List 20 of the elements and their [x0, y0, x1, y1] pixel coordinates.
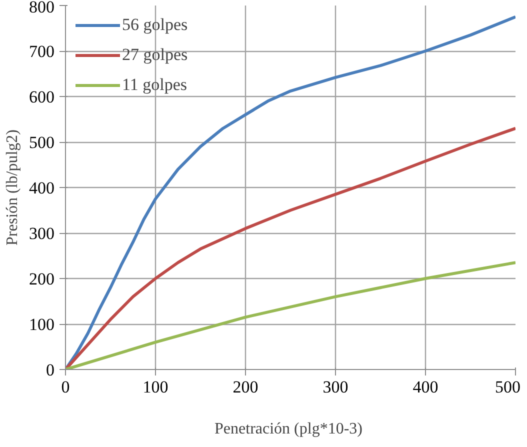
x-tick-label: 0: [61, 378, 70, 396]
y-axis-title: Presión (lb/pulg2): [4, 129, 21, 246]
legend-label: 56 golpes: [122, 15, 188, 35]
y-tick-label: 300: [29, 224, 54, 243]
y-tick-label: 600: [29, 88, 54, 106]
x-tick-label: 200: [232, 378, 258, 396]
x-tick-label: 400: [412, 378, 438, 396]
legend-label: 11 golpes: [122, 75, 188, 95]
x-axis-title: Penetración (plg*10-3): [214, 420, 362, 438]
x-tick-label: 500: [495, 378, 520, 396]
x-tick-label: 100: [142, 378, 168, 396]
y-tick-label: 0: [46, 360, 54, 380]
y-tick-label: 500: [29, 133, 54, 152]
y-tick-label: 700: [29, 42, 54, 61]
y-tick-label: 800: [29, 0, 54, 16]
legend-label: 27 golpes: [122, 45, 188, 65]
x-tick-label: 300: [322, 378, 348, 396]
y-tick-label: 400: [29, 178, 54, 198]
y-tick-label: 100: [29, 315, 54, 334]
y-tick-label: 200: [29, 270, 54, 288]
